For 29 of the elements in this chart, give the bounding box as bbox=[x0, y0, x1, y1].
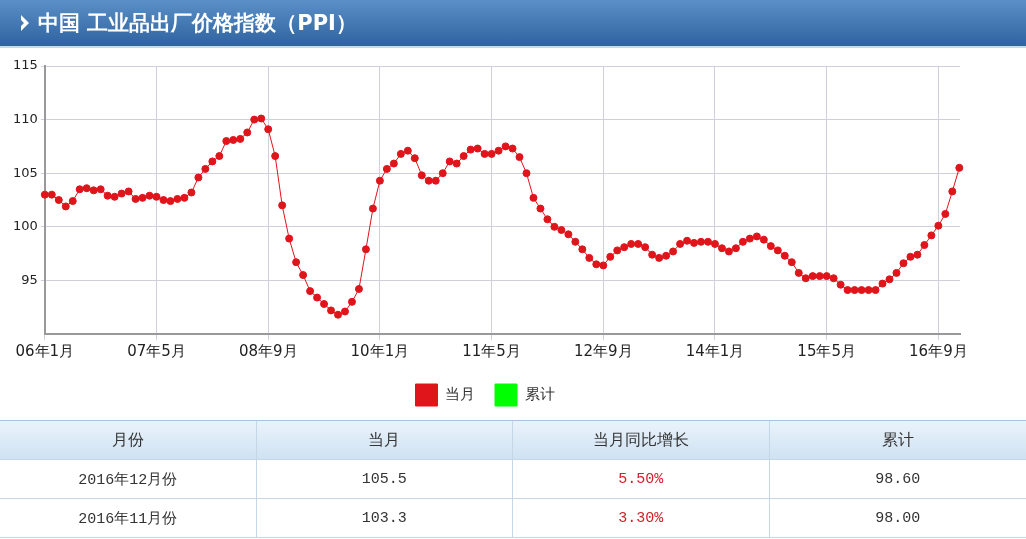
text: 2016年12月份 bbox=[0, 460, 257, 499]
chart-title: 中国 工业品出厂价格指数（PPI） bbox=[38, 10, 357, 37]
x-tick-label: 15年5月 bbox=[797, 341, 856, 360]
legend-label: 当月 bbox=[445, 384, 475, 403]
x-tick-label: 14年1月 bbox=[685, 341, 745, 360]
text: 月份 bbox=[0, 421, 257, 460]
x-tick-label: 06年1月 bbox=[15, 341, 75, 360]
text: 累计 bbox=[769, 421, 1026, 460]
legend-label: 累计 bbox=[524, 384, 555, 403]
text: 103.3 bbox=[256, 499, 513, 538]
x-tick-label: 11年5月 bbox=[462, 341, 521, 360]
y-tick-label: 115 bbox=[12, 57, 38, 73]
x-tick-label: 12年9月 bbox=[573, 341, 633, 360]
text: 当月 bbox=[256, 421, 513, 460]
text: 98.00 bbox=[769, 499, 1026, 538]
y-tick-label: 95 bbox=[21, 271, 38, 287]
text: 当月同比增长 bbox=[513, 421, 770, 460]
y-tick-label: 110 bbox=[12, 110, 38, 126]
x-tick-label: 10年1月 bbox=[350, 341, 410, 360]
x-tick-label: 16年9月 bbox=[909, 341, 968, 360]
text: 3.30% bbox=[513, 499, 770, 538]
x-tick-label: 08年9月 bbox=[238, 341, 298, 360]
text: 5.50% bbox=[513, 460, 770, 499]
x-tick-label: 07年5月 bbox=[127, 341, 186, 360]
text: 98.60 bbox=[769, 460, 1026, 499]
y-tick-label: 105 bbox=[12, 164, 38, 180]
y-tick-label: 100 bbox=[12, 218, 38, 234]
text: 105.5 bbox=[256, 460, 513, 499]
text: 2016年11月份 bbox=[0, 499, 257, 538]
